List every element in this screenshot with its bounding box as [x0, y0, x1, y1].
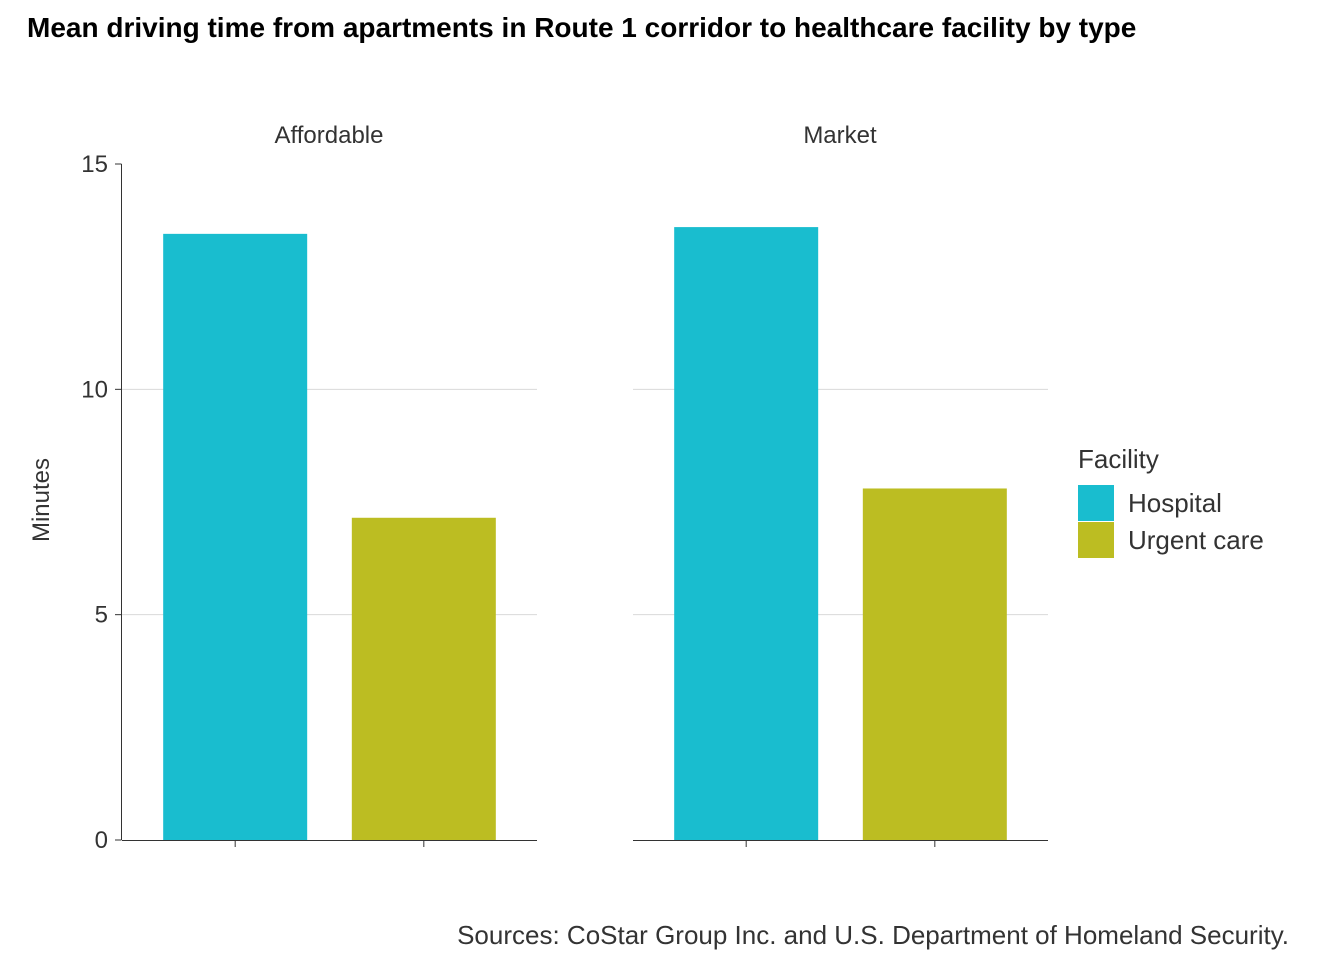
chart-caption: Sources: CoStar Group Inc. and U.S. Depa… [457, 920, 1289, 950]
bar-market-urgent-care [862, 488, 1007, 840]
bar-affordable-hospital [163, 233, 308, 840]
legend-title: Facility [1078, 444, 1159, 474]
bar-market-hospital [674, 227, 819, 841]
y-tick-label-15: 15 [81, 151, 108, 178]
facet-label-market: Market [803, 122, 877, 149]
legend-swatch-urgent-care [1078, 522, 1114, 558]
y-tick-label-10: 10 [81, 376, 108, 403]
legend-label-urgent-care: Urgent care [1128, 525, 1264, 555]
y-tick-label-5: 5 [95, 602, 108, 629]
y-tick-label-0: 0 [95, 827, 108, 854]
legend-label-hospital: Hospital [1128, 488, 1222, 518]
bar-affordable-urgent-care [351, 517, 496, 840]
facet-label-affordable: Affordable [274, 122, 384, 149]
chart-title: Mean driving time from apartments in Rou… [27, 12, 1137, 43]
legend-swatch-hospital [1078, 485, 1114, 521]
